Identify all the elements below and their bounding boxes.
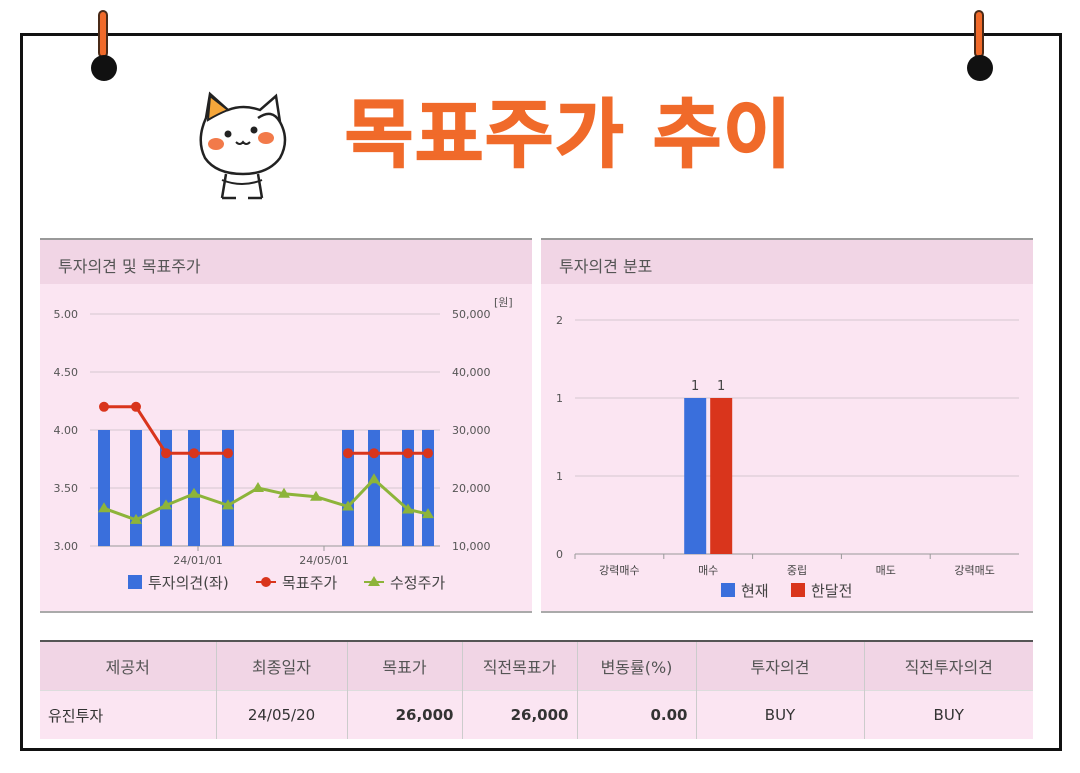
x-category-label: 중립 <box>787 564 807 577</box>
y-tick-label: 1 <box>556 470 563 483</box>
y-left-tick-label: 3.00 <box>54 540 79 553</box>
cell-provider: 유진투자 <box>40 690 216 739</box>
adjusted-price-point <box>402 503 414 514</box>
cell-last-date: 24/05/20 <box>215 690 347 739</box>
target-price-point <box>189 448 199 459</box>
y-left-tick-label: 5.00 <box>54 308 79 321</box>
adjusted-price-point <box>130 513 142 524</box>
opinion-distribution-chart: 2 1 1 0 강력매수 매수 중립 매도 강력매도 1 1 현재 한달전 <box>556 314 1019 600</box>
adjusted-price-point <box>278 487 290 498</box>
legend-label: 투자의견(좌) <box>148 574 229 592</box>
y-right-tick-label: 20,000 <box>452 482 491 495</box>
target-price-point <box>223 448 233 459</box>
header-target-price: 목표가 <box>346 640 462 691</box>
y-right-tick-label: 50,000 <box>452 308 491 321</box>
opinion-distribution-panel: 투자의견 분포 2 1 1 0 강력매수 매수 중립 매도 강력매도 1 1 현재 한달전 <box>541 238 1033 613</box>
x-tick-label: 24/01/01 <box>173 554 222 567</box>
target-price-point <box>423 448 433 459</box>
adjusted-price-point <box>252 482 264 492</box>
adjusted-price-point <box>368 473 380 484</box>
y-tick-label: 0 <box>556 548 563 561</box>
header-opinion: 투자의견 <box>695 640 864 691</box>
adjusted-price-point <box>422 508 434 519</box>
opinion-bar <box>130 430 142 546</box>
distribution-bar <box>684 398 707 554</box>
legend-swatch-month-ago <box>791 583 805 597</box>
panel-title: 투자의견 분포 <box>559 257 653 276</box>
opinion-bar <box>98 430 110 546</box>
cell-prev-opinion: BUY <box>863 690 1033 739</box>
y-right-tick-label: 40,000 <box>452 366 491 379</box>
page-title: 목표주가 추이 <box>344 92 794 178</box>
target-price-point <box>99 401 109 412</box>
y-right-tick-label: 10,000 <box>452 540 491 553</box>
panel-header: 투자의견 분포 <box>541 238 1033 284</box>
bar-data-label: 1 <box>691 379 699 394</box>
adjusted-price-point <box>98 502 110 513</box>
target-price-point <box>161 448 171 459</box>
legend-label: 한달전 <box>811 582 852 600</box>
header-change-rate: 변동률(%) <box>576 640 696 691</box>
cell-prev-target: 26,000 <box>461 690 577 739</box>
target-price-table: 제공처 최종일자 목표가 직전목표가 변동률(%) 투자의견 직전투자의견 유진… <box>40 640 1033 739</box>
opinion-bar <box>402 430 414 546</box>
opinion-bar <box>160 430 172 546</box>
cell-opinion: BUY <box>695 690 864 739</box>
x-category-label: 강력매도 <box>954 564 994 577</box>
x-tick-label: 24/05/01 <box>299 554 348 567</box>
legend-swatch-opinion <box>128 575 142 589</box>
header-provider: 제공처 <box>40 640 216 691</box>
legend-swatch-adjusted-marker <box>368 576 380 586</box>
cell-target-price: 26,000 <box>346 690 462 739</box>
y-tick-label: 1 <box>556 392 563 405</box>
opinion-bar <box>368 430 380 546</box>
bar-data-label: 1 <box>717 379 725 394</box>
panel-header: 투자의견 및 목표주가 <box>40 238 532 284</box>
adjusted-price-point <box>222 499 234 510</box>
header-prev-opinion: 직전투자의견 <box>863 640 1033 691</box>
target-price-point <box>131 401 141 412</box>
y-right-tick-label: 30,000 <box>452 424 491 437</box>
distribution-bar <box>710 398 733 554</box>
legend-swatch-current <box>721 583 735 597</box>
y-right-unit-label: [원] <box>494 296 513 309</box>
y-left-tick-label: 4.50 <box>54 366 79 379</box>
y-left-tick-label: 3.50 <box>54 482 79 495</box>
x-category-label: 강력매수 <box>599 564 639 577</box>
x-category-label: 매수 <box>698 564 718 577</box>
y-tick-label: 2 <box>556 314 563 327</box>
target-price-point <box>403 448 413 459</box>
table-header-row: 제공처 최종일자 목표가 직전목표가 변동률(%) 투자의견 직전투자의견 <box>40 640 1033 691</box>
cell-change-rate: 0.00 <box>576 690 696 739</box>
cat-mascot-icon <box>199 91 287 200</box>
adjusted-price-point <box>160 499 172 510</box>
legend-label: 현재 <box>741 582 769 600</box>
table-row: 유진투자 24/05/20 26,000 26,000 0.00 BUY BUY <box>40 690 1033 739</box>
legend-label: 목표주가 <box>282 574 337 592</box>
adjusted-price-point <box>188 487 200 498</box>
legend-label: 수정주가 <box>390 574 445 592</box>
adjusted-price-point <box>342 500 354 511</box>
adjusted-price-point <box>310 490 322 501</box>
opinion-bar <box>422 430 434 546</box>
x-category-label: 매도 <box>876 564 896 577</box>
legend-swatch-target-dot <box>261 577 271 587</box>
binder-clip-right <box>964 10 994 81</box>
opinion-bar <box>342 430 354 546</box>
target-price-point <box>343 448 353 459</box>
y-left-tick-label: 4.00 <box>54 424 79 437</box>
panel-title: 투자의견 및 목표주가 <box>58 257 201 276</box>
opinion-bar <box>222 430 234 546</box>
opinion-target-panel: 투자의견 및 목표주가 5.00 4.50 4.00 3.50 3.00 50,000 40… <box>40 238 532 613</box>
header-prev-target: 직전목표가 <box>461 640 577 691</box>
target-price-point <box>369 448 379 459</box>
header-last-date: 최종일자 <box>215 640 347 691</box>
opinion-target-chart: 5.00 4.50 4.00 3.50 3.00 50,000 40,000 30,000 20… <box>54 296 513 592</box>
binder-clip-left <box>88 10 118 81</box>
